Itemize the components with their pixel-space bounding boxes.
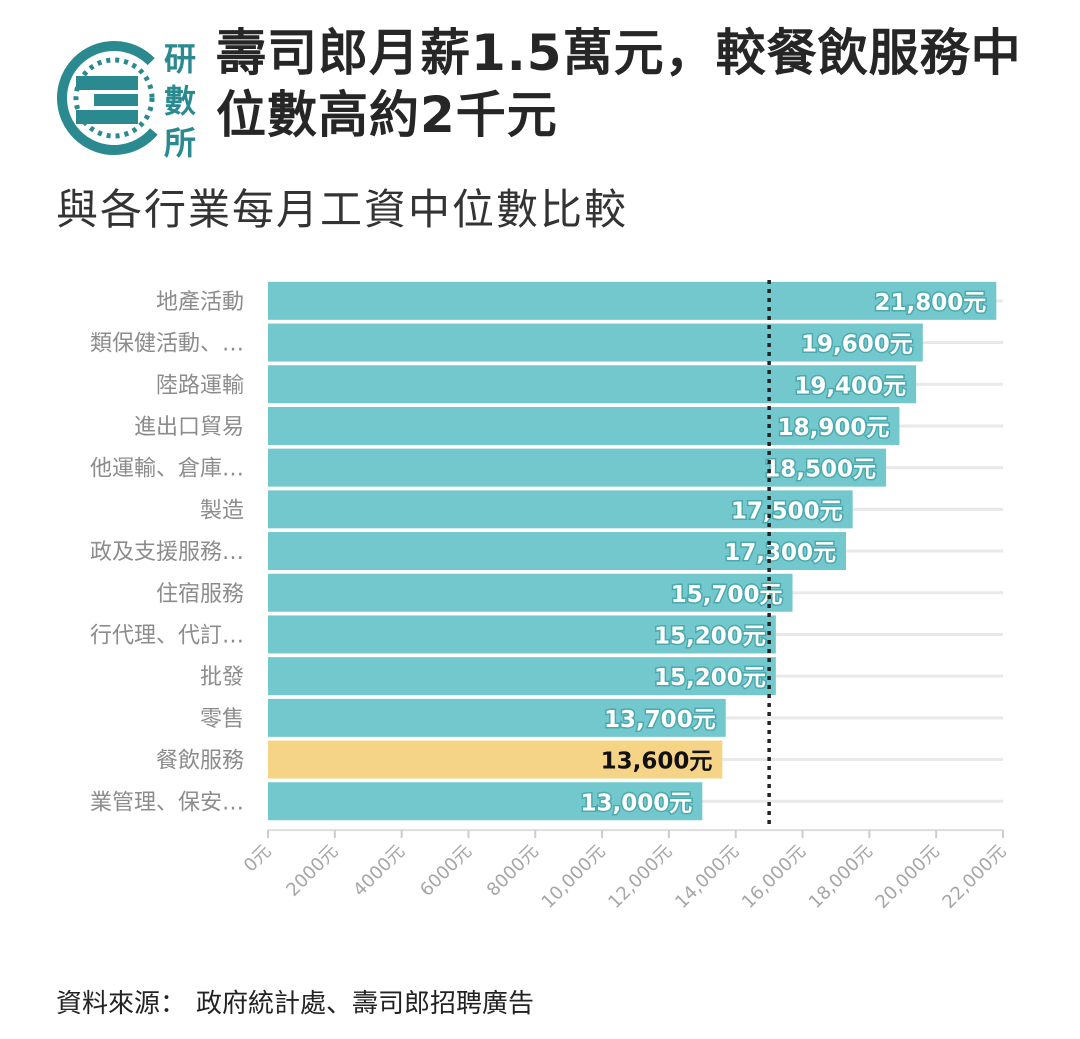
category-label: 餐飲服務: [156, 749, 244, 774]
bar-value-label: 13,600元: [601, 749, 713, 775]
x-tick-label: 8000元: [483, 841, 543, 901]
page-title: 壽司郎月薪1.5萬元，較餐飲服務中位數高約2千元: [216, 24, 1022, 144]
bar: [268, 490, 853, 529]
x-tick-label: 2000元: [282, 841, 342, 901]
header: 研 數 所 壽司郎月薪1.5萬元，較餐飲服務中位數高約2千元: [56, 22, 1056, 172]
bar-value-label: 19,400元: [794, 373, 906, 399]
logo-text: 研: [164, 40, 196, 78]
bar: [268, 323, 923, 362]
x-tick-label: 12,000元: [604, 841, 676, 913]
bar-value-label: 18,500元: [764, 457, 876, 483]
bar: [268, 448, 887, 487]
source-label: 資料來源：: [56, 989, 187, 1019]
bar-value-label: 18,900元: [778, 415, 890, 441]
bar-chart: 0元 2000元 4000元 6000元 8000元10,000元12,000元14,0…: [90, 280, 1011, 913]
category-label: 業管理、保安…: [90, 790, 244, 815]
source-text: 政府統計處、壽司郎招聘廣告: [196, 989, 535, 1019]
bar: [268, 281, 997, 320]
x-tick-label: 10,000元: [538, 841, 610, 913]
source-note: 資料來源： 政府統計處、壽司郎招聘廣告: [56, 983, 534, 1020]
x-tick-label: 6000元: [416, 841, 476, 901]
category-label: 住宿服務: [156, 582, 244, 607]
x-tick-label: 18,000元: [805, 841, 877, 913]
brand-logo: 研 數 所: [57, 40, 196, 162]
category-label: 批發: [200, 665, 244, 690]
x-tick-label: 22,000元: [938, 841, 1010, 913]
category-label: 製造: [200, 498, 244, 523]
bar-value-label: 15,700元: [671, 582, 783, 608]
bar-value-label: 15,200元: [654, 623, 766, 649]
category-label: 進出口貿易: [134, 415, 244, 440]
bar-value-label: 17,500元: [731, 498, 843, 524]
x-tick-label: 20,000元: [872, 841, 944, 913]
bar: [268, 782, 703, 821]
bar: [268, 615, 776, 654]
x-tick-label: 4000元: [349, 841, 409, 901]
bar: [268, 657, 776, 696]
bar: [268, 365, 917, 404]
bar: [268, 406, 900, 445]
category-label: 零售: [200, 707, 244, 732]
x-tick-label: 14,000元: [671, 841, 743, 913]
category-label: 他運輸、倉庫…: [90, 457, 244, 482]
x-tick-label: 0元: [240, 841, 276, 877]
category-label: 陸路運輸: [156, 373, 244, 398]
x-tick-label: 16,000元: [738, 841, 810, 913]
bar: [268, 573, 793, 612]
bar: [268, 532, 846, 571]
category-label: 政及支援服務…: [90, 540, 244, 565]
category-label: 類保健活動、…: [90, 332, 244, 357]
category-label: 地產活動: [156, 290, 244, 315]
bar-value-label: 21,800元: [875, 290, 987, 316]
bar: [268, 698, 726, 737]
bar-value-label: 17,300元: [724, 540, 836, 566]
bar-value-label: 19,600元: [801, 332, 913, 358]
logo-text: 數: [164, 82, 196, 120]
bar-value-label: 13,700元: [604, 707, 716, 733]
bar-value-label: 15,200元: [654, 665, 766, 691]
logo-text: 所: [164, 124, 196, 162]
bar: [268, 740, 723, 779]
bar-value-label: 13,000元: [581, 790, 693, 816]
category-label: 行代理、代訂…: [90, 623, 244, 648]
page-subtitle: 與各行業每月工資中位數比較: [56, 185, 629, 234]
